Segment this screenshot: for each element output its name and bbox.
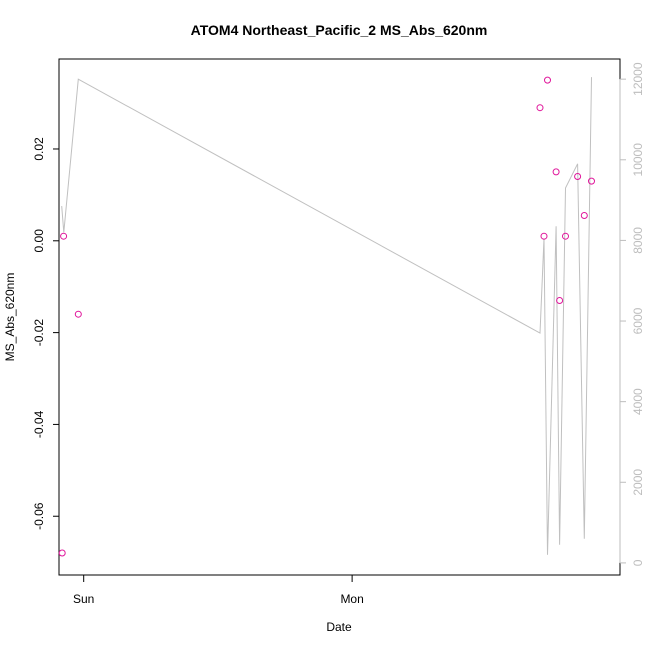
x-axis-label: Date — [326, 620, 352, 634]
y-left-tick-label: 0.02 — [32, 137, 46, 161]
y-right-tick-label: 10000 — [631, 143, 645, 177]
y-axis-label: MS_Abs_620nm — [3, 273, 17, 362]
y-left-tick-label: -0.04 — [32, 410, 46, 438]
data-layer — [58, 76, 595, 557]
data-point — [574, 173, 582, 180]
data-point — [60, 232, 68, 240]
data-point — [588, 177, 595, 185]
chart-title: ATOM4 Northeast_Pacific_2 MS_Abs_620nm — [191, 22, 488, 38]
y-left-tick-label: -0.02 — [32, 319, 46, 347]
y-right-tick-label: 6000 — [631, 307, 645, 334]
data-point — [74, 310, 82, 318]
data-point — [536, 104, 544, 112]
data-point — [544, 76, 551, 84]
data-point — [556, 297, 564, 304]
x-axis: Sun Mon — [73, 574, 364, 606]
data-point — [58, 549, 66, 557]
y-right-tick-label: 12000 — [631, 62, 645, 96]
y-left-tick-label: 0.00 — [32, 229, 46, 253]
y-right-tick-label: 4000 — [631, 388, 645, 415]
data-point — [580, 212, 588, 219]
y-left-tick-label: -0.06 — [32, 502, 46, 530]
y-right-tick-label: 2000 — [631, 469, 645, 496]
y-axis-right: 0 2000 4000 6000 8000 10000 12000 — [619, 62, 645, 566]
plot-frame — [58, 58, 621, 576]
y-right-tick-label: 8000 — [631, 227, 645, 254]
y-right-tick-label: 0 — [631, 559, 645, 566]
data-point — [540, 232, 548, 240]
x-tick-label: Sun — [73, 592, 94, 606]
data-point — [562, 232, 569, 240]
series-line — [61, 77, 592, 555]
data-point — [552, 168, 560, 176]
x-tick-label: Mon — [340, 592, 363, 606]
y-axis-left: -0.06 -0.04 -0.02 0.00 0.02 — [32, 137, 60, 530]
